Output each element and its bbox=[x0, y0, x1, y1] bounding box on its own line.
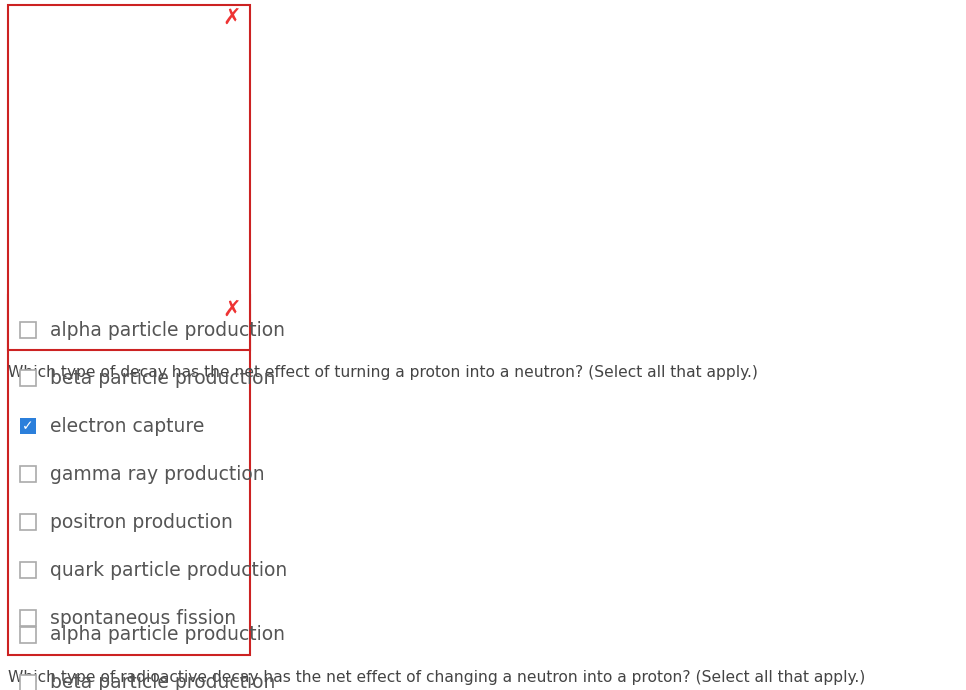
Bar bbox=[20, 627, 36, 643]
Text: Which type of decay has the net effect of turning a proton into a neutron? (Sele: Which type of decay has the net effect o… bbox=[8, 365, 758, 380]
Text: spontaneous fission: spontaneous fission bbox=[50, 609, 236, 627]
Text: beta particle production: beta particle production bbox=[50, 673, 275, 690]
Bar bbox=[8, 5, 250, 350]
Bar bbox=[20, 610, 36, 626]
Bar bbox=[20, 370, 36, 386]
Bar bbox=[20, 322, 36, 338]
Text: ✗: ✗ bbox=[223, 8, 242, 28]
Bar bbox=[20, 418, 36, 434]
Bar bbox=[20, 514, 36, 530]
Text: electron capture: electron capture bbox=[50, 417, 205, 435]
Text: gamma ray production: gamma ray production bbox=[50, 464, 265, 484]
Text: alpha particle production: alpha particle production bbox=[50, 320, 285, 339]
Text: quark particle production: quark particle production bbox=[50, 560, 287, 580]
Text: alpha particle production: alpha particle production bbox=[50, 626, 285, 644]
Text: Which type of radioactive decay has the net effect of changing a neutron into a : Which type of radioactive decay has the … bbox=[8, 670, 866, 685]
Text: beta particle production: beta particle production bbox=[50, 368, 275, 388]
Bar bbox=[8, 295, 250, 655]
Bar bbox=[20, 562, 36, 578]
Bar bbox=[20, 675, 36, 690]
Bar bbox=[20, 466, 36, 482]
Text: positron production: positron production bbox=[50, 513, 233, 531]
Text: ✗: ✗ bbox=[223, 300, 242, 320]
Text: ✓: ✓ bbox=[22, 419, 34, 433]
